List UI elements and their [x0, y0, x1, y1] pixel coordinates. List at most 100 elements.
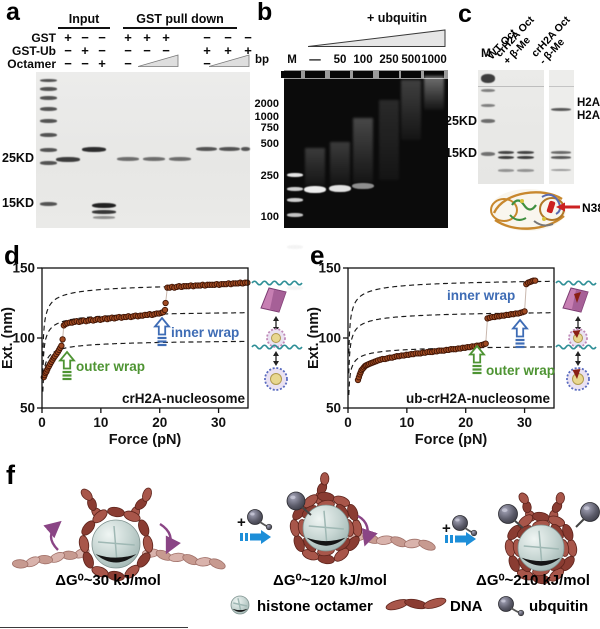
x-axis-label: Force (pN)	[415, 432, 488, 448]
inner-wrap-label: inner wrap	[447, 288, 515, 303]
condition-sign: +	[64, 30, 72, 45]
legend-histone-octamer-label: histone octamer	[257, 598, 373, 615]
reaction-arrow-dash	[450, 535, 453, 543]
dna-segment	[518, 492, 529, 505]
ubiquitin-mark	[574, 292, 581, 303]
gel-band	[498, 169, 514, 172]
condition-sign: −	[124, 43, 132, 58]
gel-band	[40, 161, 57, 165]
ladder-size-label: 1000	[254, 111, 279, 123]
ladder-size-label: 750	[260, 122, 279, 134]
shape	[270, 373, 282, 385]
dna-smear	[353, 118, 373, 183]
wrapped-dna-segment	[142, 535, 154, 553]
wrapped-dna-segment	[333, 547, 350, 562]
lane-label: 250	[379, 54, 399, 66]
dna-segment	[423, 597, 447, 609]
condition-sign: −	[81, 56, 89, 71]
panel-e-cartoon-strip	[555, 280, 597, 391]
condition-sign: −	[203, 56, 211, 71]
condition-sign: +	[124, 30, 132, 45]
x-tick-label: 0	[344, 415, 352, 430]
y-axis-label: Ext. (nm)	[306, 307, 322, 369]
h2a-h2a-band-label-1: H2A-	[577, 97, 600, 109]
ladder-band	[287, 245, 303, 249]
gel-well	[353, 71, 373, 78]
panel-a-15kd-marker: 15KD	[2, 196, 34, 210]
outer-wrap-label: outer wrap	[486, 363, 555, 378]
gel-band	[117, 157, 139, 161]
shape	[575, 316, 581, 321]
dna-band	[352, 183, 374, 189]
y-tick-label: 100	[12, 331, 35, 346]
wrapped-dna-segment	[138, 519, 150, 537]
shape	[501, 599, 506, 603]
dna-smear	[305, 148, 325, 186]
condition-sign: −	[143, 43, 151, 58]
gel-band	[498, 156, 514, 159]
wlc-model-curve	[42, 340, 248, 392]
inner-wrap-arrow	[153, 316, 171, 336]
panel-c-marker-header: M	[481, 46, 491, 60]
gel-band	[517, 169, 534, 172]
gel-band	[196, 147, 217, 151]
panel-b-label: b	[257, 0, 273, 26]
gel-band	[481, 74, 495, 83]
condition-sign: +	[143, 30, 151, 45]
ladder-band	[287, 187, 303, 191]
ladder-size-label: 500	[260, 138, 279, 150]
gel-well	[330, 71, 350, 78]
wrapped-dna-segment	[107, 506, 125, 518]
octamer-gradient-triangle-2	[209, 54, 250, 67]
shape	[517, 609, 525, 617]
condition-sign: −	[81, 30, 89, 45]
legend-ubiquitin-label: ubquitin	[529, 598, 588, 615]
ladder-size-label: 2000	[254, 98, 279, 110]
wrapped-dna-segment	[91, 566, 109, 578]
gel-band	[498, 151, 514, 154]
panel-c-label: c	[458, 0, 472, 28]
ladder-band	[287, 286, 303, 290]
shape	[513, 519, 524, 529]
wrapped-dna-segment	[123, 510, 141, 522]
gel-band	[241, 147, 250, 151]
gel-band	[481, 104, 495, 107]
gel-band	[82, 147, 106, 152]
x-tick-label: 30	[211, 415, 226, 430]
reaction-arrow-dash	[445, 535, 448, 543]
outer-wrap-label: outer wrap	[76, 359, 145, 374]
gel-band	[40, 87, 57, 91]
shape	[237, 598, 242, 613]
sphere-shadow-crescent	[95, 554, 137, 563]
condition-sign: −	[64, 43, 72, 58]
shape	[233, 602, 248, 607]
gel-band	[551, 156, 571, 159]
gel-well	[401, 71, 421, 78]
shape	[583, 506, 590, 511]
row-octamer-label: Octamer	[7, 57, 56, 71]
x-tick-label: 10	[399, 415, 414, 430]
ladder-band	[287, 213, 303, 217]
breathing-arrow	[159, 522, 181, 555]
dna-chain-icon	[251, 344, 303, 350]
panel-a-25kd-marker: 25KD	[2, 151, 34, 165]
x-axis-label: Force (pN)	[109, 432, 182, 448]
shape	[97, 541, 135, 546]
gel-band	[56, 157, 80, 162]
panel-d-plot: 0 10 20 30 50 100 150 Force (pN) Ext. (nm) crH2A-…	[0, 261, 251, 448]
condition-sign: −	[244, 30, 252, 45]
dna-segment	[80, 488, 93, 501]
panel-b-gel	[284, 70, 448, 228]
y-tick-label: 50	[326, 401, 341, 416]
reaction-arrow-dash	[240, 533, 243, 541]
shape	[273, 361, 279, 366]
shape	[113, 525, 118, 563]
panel-d-cartoon-strip	[251, 280, 303, 391]
shape	[265, 523, 273, 531]
dna-smear	[424, 76, 444, 110]
y-tick-label: 150	[12, 261, 35, 276]
input-group-header: Input	[58, 12, 110, 29]
dna-chain-icon	[555, 280, 597, 286]
pulldown-group-header: GST pull down	[123, 12, 237, 29]
